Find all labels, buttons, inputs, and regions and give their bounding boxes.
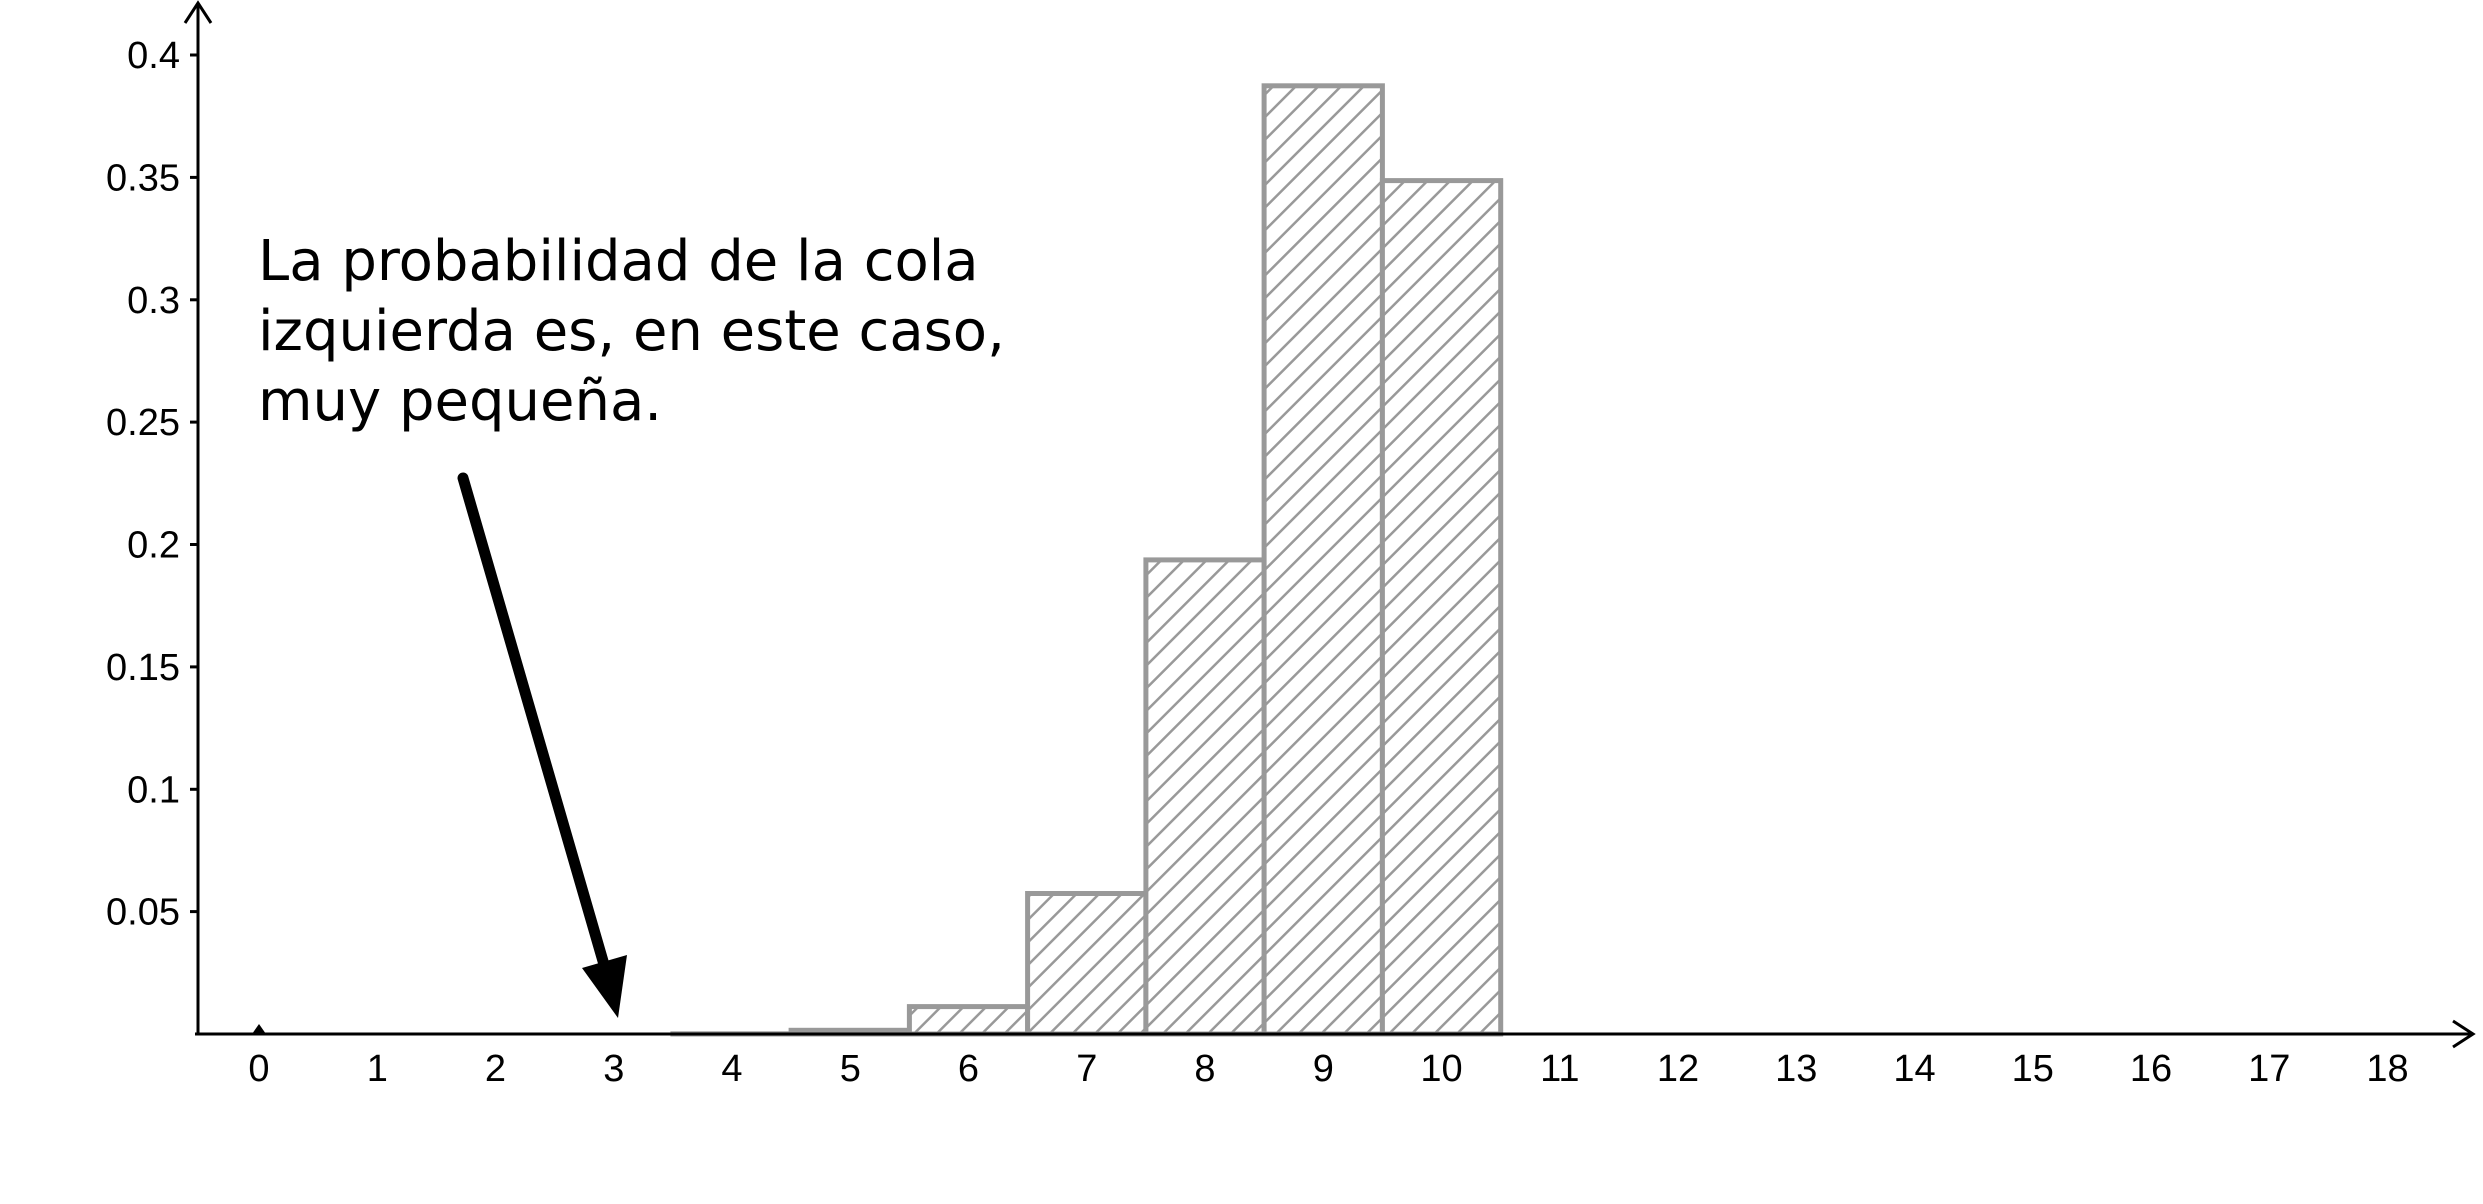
annotation-arrow-shaft <box>457 472 611 974</box>
x-axis-arrowhead <box>2452 1019 2476 1049</box>
annotation-arrowhead <box>582 955 627 1018</box>
x-tick-label: 7 <box>1076 1048 1097 1090</box>
x-tick-label: 0 <box>248 1048 269 1090</box>
x-tick-labels: 0 1 2 3 4 5 6 7 8 9 10 11 12 13 14 15 16 17 18 <box>248 1048 2408 1090</box>
x-tick-label: 1 <box>367 1048 388 1090</box>
x-tick-label: 16 <box>2130 1048 2172 1090</box>
y-tick-label: 0.3 <box>127 280 180 322</box>
y-tick-labels: 0.05 0.1 0.15 0.2 0.25 0.3 0.35 0.4 <box>106 35 198 934</box>
x-tick-label: 9 <box>1313 1048 1334 1090</box>
y-tick-label: 0.15 <box>106 647 180 689</box>
origin-marker <box>252 1024 266 1034</box>
y-tick-label: 0.4 <box>127 35 180 77</box>
bar-10 <box>1379 178 1504 1037</box>
y-tick-label: 0.2 <box>127 525 180 567</box>
x-tick-label: 12 <box>1657 1048 1699 1090</box>
y-tick-label: 0.25 <box>106 402 180 444</box>
x-tick-label: 13 <box>1775 1048 1817 1090</box>
y-tick-label: 0.05 <box>106 892 180 934</box>
bar-6 <box>906 1004 1031 1037</box>
x-tick-label: 2 <box>485 1048 506 1090</box>
annotation-line-3: muy pequeña. <box>258 369 662 434</box>
y-axis-arrowhead <box>183 0 213 24</box>
x-tick-label: 17 <box>2248 1048 2290 1090</box>
x-tick-label: 15 <box>2012 1048 2054 1090</box>
annotation: La probabilidad de la cola izquierda es,… <box>258 229 1005 1018</box>
axes-layer <box>183 0 2476 1049</box>
x-tick-label: 11 <box>1540 1048 1579 1090</box>
annotation-line-1: La probabilidad de la cola <box>258 229 979 294</box>
x-tick-label: 4 <box>721 1048 742 1090</box>
x-tick-label: 18 <box>2366 1048 2408 1090</box>
bar-7 <box>1025 891 1149 1037</box>
bar-8 <box>1143 557 1267 1037</box>
bar-9 <box>1261 83 1385 1037</box>
x-tick-label: 14 <box>1893 1048 1935 1090</box>
x-tick-label: 3 <box>603 1048 624 1090</box>
x-tick-label: 10 <box>1420 1048 1462 1090</box>
y-tick-label: 0.1 <box>127 769 180 811</box>
annotation-line-2: izquierda es, en este caso, <box>258 299 1005 364</box>
x-tick-label: 5 <box>840 1048 861 1090</box>
y-tick-label: 0.35 <box>106 157 180 199</box>
bars-layer <box>670 83 1504 1037</box>
x-tick-label: 8 <box>1194 1048 1215 1090</box>
x-tick-label: 6 <box>958 1048 979 1090</box>
